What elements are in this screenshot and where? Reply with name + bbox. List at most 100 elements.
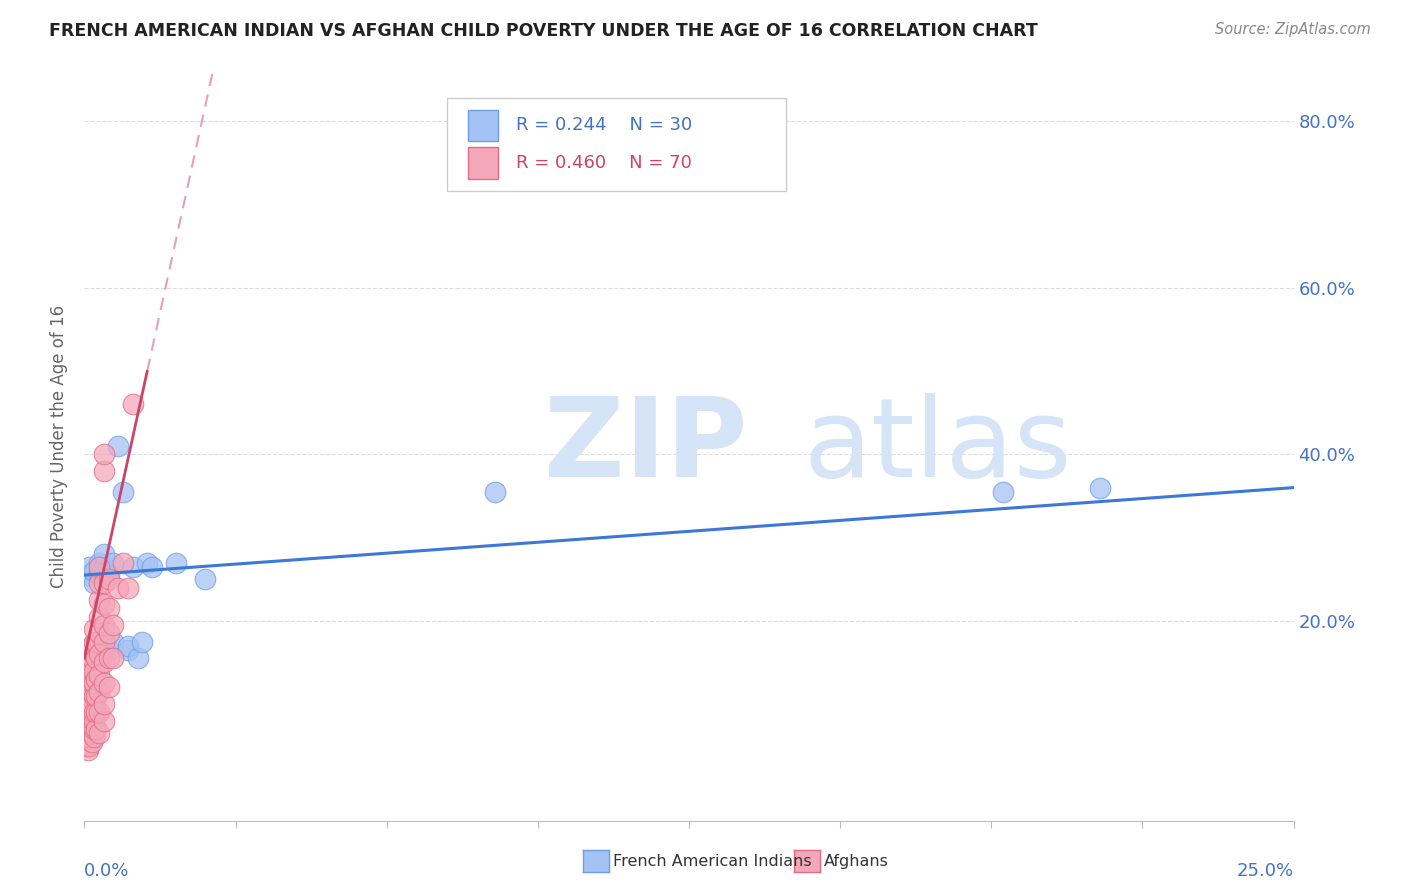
Point [93,568,115,582]
Point [93,697,115,711]
Point [107,581,129,595]
Point [77,659,100,673]
Point [117,639,139,653]
Text: atlas: atlas [804,392,1073,500]
Point [93,656,115,670]
Point [77,739,100,753]
Point [121,559,143,574]
Point [80,697,103,711]
Point [93,547,115,561]
Text: R = 0.244    N = 30: R = 0.244 N = 30 [516,116,692,135]
Text: 0.0%: 0.0% [84,863,129,880]
Point [87,576,110,591]
Point [86,689,108,703]
Text: FRENCH AMERICAN INDIAN VS AFGHAN CHILD POVERTY UNDER THE AGE OF 16 CORRELATION C: FRENCH AMERICAN INDIAN VS AFGHAN CHILD P… [49,22,1038,40]
FancyBboxPatch shape [468,110,498,141]
Text: ZIP: ZIP [544,392,747,500]
Point [97,568,120,582]
Point [93,447,115,461]
Point [194,572,217,586]
Point [112,556,135,570]
Point [86,722,108,736]
Point [83,576,105,591]
Point [97,643,120,657]
Point [93,597,115,611]
Point [83,647,105,661]
Point [87,626,110,640]
Point [86,634,108,648]
Point [80,639,103,653]
Point [87,634,110,648]
Y-axis label: Child Poverty Under the Age of 16: Child Poverty Under the Age of 16 [49,304,67,588]
Point [107,439,129,453]
Point [83,634,105,648]
Point [103,618,125,632]
Point [80,709,103,723]
Point [80,684,103,698]
Point [97,651,120,665]
Point [80,726,103,740]
Point [86,651,108,665]
Point [87,593,110,607]
Point [83,706,105,720]
Point [93,634,115,648]
Point [97,681,120,695]
Point [77,697,100,711]
Text: French American Indians: French American Indians [613,855,811,869]
Point [77,706,100,720]
Point [93,639,115,653]
Point [97,572,120,586]
Point [83,622,105,636]
Point [141,559,163,574]
Point [80,651,103,665]
Point [77,559,100,574]
Point [80,664,103,678]
Point [83,689,105,703]
Point [77,672,100,686]
Point [93,714,115,728]
Point [93,559,115,574]
Point [83,676,105,690]
Point [993,484,1015,499]
Point [83,731,105,745]
Point [117,643,139,657]
Point [77,647,100,661]
Point [77,743,100,757]
Point [80,718,103,732]
Point [136,556,159,570]
Point [112,484,135,499]
Point [1088,481,1111,495]
Point [87,564,110,578]
Point [103,651,125,665]
Point [93,618,115,632]
Point [87,556,110,570]
Point [83,722,105,736]
Text: R = 0.460    N = 70: R = 0.460 N = 70 [516,153,692,172]
Point [131,634,153,648]
FancyBboxPatch shape [447,97,786,191]
Point [97,626,120,640]
FancyBboxPatch shape [468,147,498,178]
Point [93,464,115,478]
Point [77,714,100,728]
Point [87,668,110,682]
Point [87,568,110,582]
Point [93,676,115,690]
Point [83,664,105,678]
Point [121,397,143,411]
Point [77,689,100,703]
Point [83,714,105,728]
Point [86,672,108,686]
Text: 25.0%: 25.0% [1236,863,1294,880]
Point [165,556,187,570]
Text: Afghans: Afghans [824,855,889,869]
Point [87,559,110,574]
Point [87,609,110,624]
Point [87,684,110,698]
Point [86,706,108,720]
Point [93,576,115,591]
Point [97,601,120,615]
Point [76,731,98,745]
Point [87,726,110,740]
Text: Source: ZipAtlas.com: Source: ZipAtlas.com [1215,22,1371,37]
